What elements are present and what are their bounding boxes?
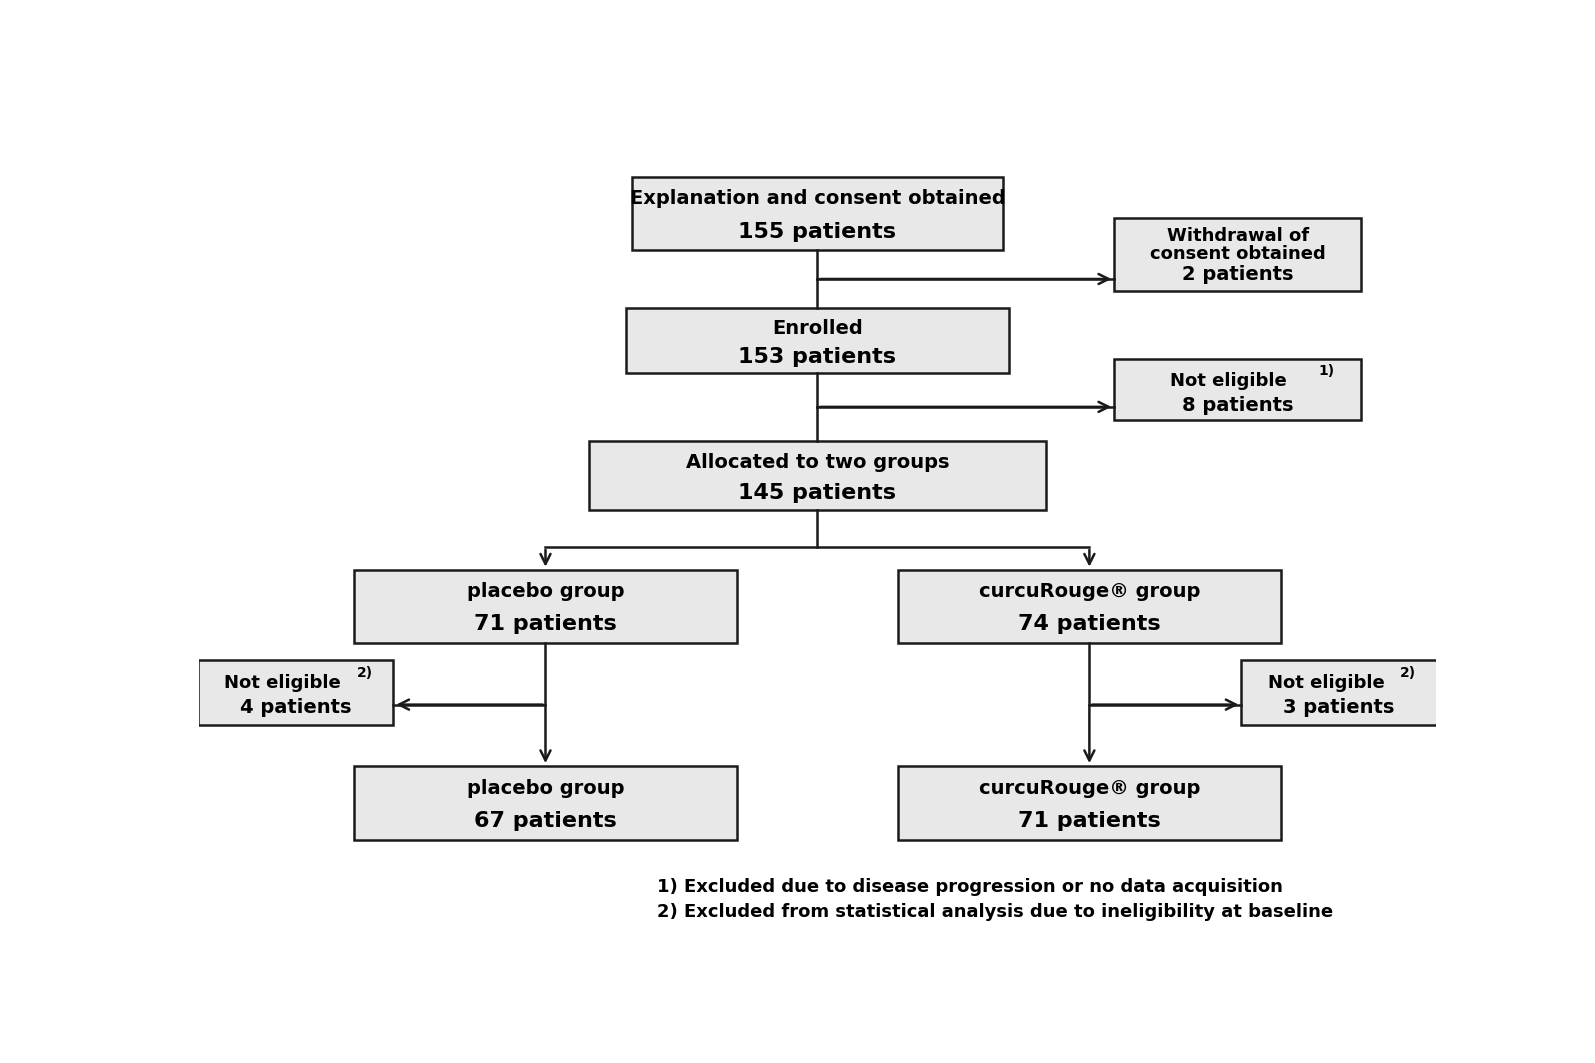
Text: Allocated to two groups: Allocated to two groups xyxy=(686,453,949,472)
Text: 145 patients: 145 patients xyxy=(738,484,896,504)
FancyBboxPatch shape xyxy=(1115,218,1362,291)
FancyBboxPatch shape xyxy=(898,570,1281,643)
Text: 4 patients: 4 patients xyxy=(239,697,351,716)
Text: 2) Excluded from statistical analysis due to ineligibility at baseline: 2) Excluded from statistical analysis du… xyxy=(657,902,1333,921)
Text: Not eligible: Not eligible xyxy=(1171,372,1294,390)
Text: 71 patients: 71 patients xyxy=(1018,811,1161,831)
Text: 2): 2) xyxy=(1400,665,1416,679)
FancyBboxPatch shape xyxy=(354,766,737,840)
Text: 8 patients: 8 patients xyxy=(1182,396,1294,416)
Text: Withdrawal of: Withdrawal of xyxy=(1166,227,1309,246)
Text: curcuRouge® group: curcuRouge® group xyxy=(979,778,1199,797)
Text: placebo group: placebo group xyxy=(467,778,624,797)
Text: consent obtained: consent obtained xyxy=(1150,246,1325,264)
FancyBboxPatch shape xyxy=(589,441,1046,510)
Text: 3 patients: 3 patients xyxy=(1284,697,1394,716)
Text: Enrolled: Enrolled xyxy=(772,319,863,338)
Text: 2): 2) xyxy=(357,665,373,679)
FancyBboxPatch shape xyxy=(898,766,1281,840)
Text: 1): 1) xyxy=(1319,365,1335,378)
FancyBboxPatch shape xyxy=(198,659,394,725)
Text: 67 patients: 67 patients xyxy=(474,811,617,831)
Text: placebo group: placebo group xyxy=(467,583,624,602)
Text: Not eligible: Not eligible xyxy=(1268,674,1391,692)
FancyBboxPatch shape xyxy=(632,176,1003,250)
FancyBboxPatch shape xyxy=(354,570,737,643)
Text: curcuRouge® group: curcuRouge® group xyxy=(979,583,1199,602)
Text: Explanation and consent obtained: Explanation and consent obtained xyxy=(630,189,1005,208)
Text: 71 patients: 71 patients xyxy=(474,614,617,635)
Text: Not eligible: Not eligible xyxy=(225,674,348,692)
Text: 2 patients: 2 patients xyxy=(1182,266,1294,285)
Text: 155 patients: 155 patients xyxy=(738,221,896,241)
Text: 153 patients: 153 patients xyxy=(738,347,896,367)
Text: 74 patients: 74 patients xyxy=(1018,614,1161,635)
FancyBboxPatch shape xyxy=(625,307,1010,373)
FancyBboxPatch shape xyxy=(1241,659,1437,725)
Text: 1) Excluded due to disease progression or no data acquisition: 1) Excluded due to disease progression o… xyxy=(657,878,1282,896)
FancyBboxPatch shape xyxy=(1115,359,1362,420)
